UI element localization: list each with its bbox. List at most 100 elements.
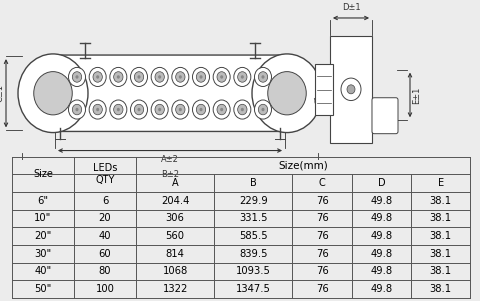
Text: 76: 76 bbox=[316, 249, 328, 259]
Text: 50": 50" bbox=[35, 284, 52, 294]
Circle shape bbox=[114, 72, 123, 82]
Text: 38.1: 38.1 bbox=[430, 213, 452, 223]
Circle shape bbox=[89, 67, 106, 86]
Text: 30": 30" bbox=[35, 249, 52, 259]
Circle shape bbox=[137, 75, 141, 79]
Circle shape bbox=[117, 108, 120, 111]
Text: 49.8: 49.8 bbox=[371, 266, 393, 276]
Bar bbox=[315, 64, 333, 115]
Circle shape bbox=[89, 100, 106, 119]
Text: 839.5: 839.5 bbox=[239, 249, 267, 259]
Circle shape bbox=[252, 54, 322, 132]
Circle shape bbox=[241, 75, 244, 79]
Circle shape bbox=[18, 54, 88, 132]
Circle shape bbox=[341, 78, 361, 101]
Text: 1322: 1322 bbox=[162, 284, 188, 294]
Circle shape bbox=[179, 108, 182, 111]
Text: 76: 76 bbox=[316, 231, 328, 241]
Circle shape bbox=[114, 104, 123, 115]
Circle shape bbox=[110, 100, 127, 119]
Circle shape bbox=[217, 72, 227, 82]
Circle shape bbox=[213, 100, 230, 119]
Circle shape bbox=[254, 100, 272, 119]
Text: 49.8: 49.8 bbox=[371, 196, 393, 206]
Circle shape bbox=[131, 100, 147, 119]
Circle shape bbox=[196, 72, 205, 82]
Circle shape bbox=[192, 100, 209, 119]
Circle shape bbox=[241, 108, 244, 111]
Circle shape bbox=[93, 72, 102, 82]
Text: 49.8: 49.8 bbox=[371, 284, 393, 294]
Circle shape bbox=[134, 104, 144, 115]
Circle shape bbox=[176, 72, 185, 82]
Circle shape bbox=[262, 75, 264, 79]
Text: 38.1: 38.1 bbox=[430, 231, 452, 241]
Circle shape bbox=[220, 75, 223, 79]
Circle shape bbox=[213, 67, 230, 86]
Text: 60: 60 bbox=[99, 249, 111, 259]
Circle shape bbox=[192, 67, 209, 86]
Circle shape bbox=[176, 104, 185, 115]
Text: A±2: A±2 bbox=[161, 155, 179, 164]
Circle shape bbox=[234, 100, 251, 119]
Text: B: B bbox=[250, 178, 257, 188]
Circle shape bbox=[196, 104, 205, 115]
Circle shape bbox=[172, 67, 189, 86]
FancyBboxPatch shape bbox=[52, 55, 288, 132]
Text: 40": 40" bbox=[35, 266, 52, 276]
Circle shape bbox=[151, 100, 168, 119]
Text: B±2: B±2 bbox=[161, 170, 179, 178]
Text: 80: 80 bbox=[99, 266, 111, 276]
Text: 6": 6" bbox=[37, 196, 48, 206]
Circle shape bbox=[234, 67, 251, 86]
FancyBboxPatch shape bbox=[330, 36, 372, 143]
Circle shape bbox=[268, 72, 306, 115]
Text: 49.8: 49.8 bbox=[371, 213, 393, 223]
Circle shape bbox=[172, 100, 189, 119]
Circle shape bbox=[75, 75, 79, 79]
Text: 38.1: 38.1 bbox=[430, 266, 452, 276]
Circle shape bbox=[347, 85, 355, 94]
Circle shape bbox=[262, 108, 264, 111]
Circle shape bbox=[200, 108, 203, 111]
Text: D: D bbox=[378, 178, 385, 188]
Text: 814: 814 bbox=[166, 249, 185, 259]
Circle shape bbox=[110, 67, 127, 86]
Text: 1347.5: 1347.5 bbox=[236, 284, 271, 294]
Text: 38.1: 38.1 bbox=[430, 196, 452, 206]
Text: 49.8: 49.8 bbox=[371, 249, 393, 259]
Text: 49.8: 49.8 bbox=[371, 231, 393, 241]
Circle shape bbox=[75, 108, 79, 111]
Circle shape bbox=[72, 104, 82, 115]
Text: 38.1: 38.1 bbox=[430, 249, 452, 259]
Circle shape bbox=[238, 72, 247, 82]
Circle shape bbox=[220, 108, 223, 111]
Text: E±1: E±1 bbox=[412, 86, 421, 104]
Text: 40: 40 bbox=[99, 231, 111, 241]
Text: 20": 20" bbox=[35, 231, 52, 241]
Text: 560: 560 bbox=[166, 231, 185, 241]
Text: 204.4: 204.4 bbox=[161, 196, 189, 206]
Text: 38.1: 38.1 bbox=[430, 284, 452, 294]
Circle shape bbox=[155, 104, 164, 115]
Circle shape bbox=[117, 75, 120, 79]
Circle shape bbox=[69, 100, 85, 119]
Circle shape bbox=[131, 67, 147, 86]
Text: 20: 20 bbox=[99, 213, 111, 223]
Text: 1093.5: 1093.5 bbox=[236, 266, 271, 276]
Circle shape bbox=[315, 95, 327, 108]
FancyBboxPatch shape bbox=[372, 98, 398, 134]
Text: 229.9: 229.9 bbox=[239, 196, 268, 206]
Circle shape bbox=[254, 67, 272, 86]
Text: C±1: C±1 bbox=[0, 84, 4, 102]
Circle shape bbox=[158, 108, 161, 111]
Circle shape bbox=[155, 72, 164, 82]
Text: 10": 10" bbox=[35, 213, 52, 223]
Circle shape bbox=[72, 72, 82, 82]
Text: LEDs
QTY: LEDs QTY bbox=[93, 163, 117, 185]
Text: Size(mm): Size(mm) bbox=[278, 160, 328, 170]
Circle shape bbox=[179, 75, 182, 79]
Circle shape bbox=[151, 67, 168, 86]
Circle shape bbox=[34, 72, 72, 115]
Text: E: E bbox=[438, 178, 444, 188]
